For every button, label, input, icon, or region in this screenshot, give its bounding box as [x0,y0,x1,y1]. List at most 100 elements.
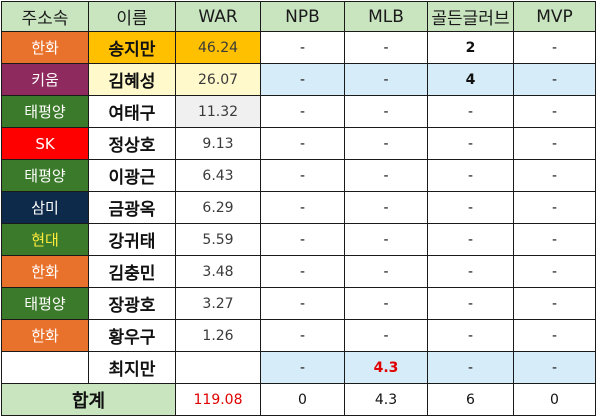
header-war: WAR [175,1,261,32]
war-cell: 5.59 [175,223,261,256]
war-cell: 1.26 [175,319,261,352]
war-cell: 11.32 [175,95,261,128]
mvp-cell: - [513,95,596,128]
npb-cell: - [260,95,345,128]
table-row: SK 정상호 9.13- - - - [1,127,596,160]
npb-cell: - [260,287,345,320]
header-npb: NPB [260,1,345,32]
golden-glove-cell: - [427,319,514,352]
total-mvp-cell: 0 [513,383,596,416]
war-cell: 9.13 [175,127,261,160]
table-row: 태평양 장광호 3.27- - - - [1,287,596,320]
team-cell: 태평양 [1,159,89,192]
player-name-cell: 이광근 [88,159,176,192]
npb-cell: - [260,191,345,224]
npb-cell: - [260,159,345,192]
player-name-cell: 금광옥 [88,191,176,224]
player-name-cell: 장광호 [88,287,176,320]
golden-glove-cell: 2 [427,31,514,64]
golden-glove-cell: - [427,95,514,128]
mlb-cell: - [344,223,428,256]
mvp-cell: - [513,127,596,160]
war-cell [175,351,261,384]
golden-glove-cell: - [427,223,514,256]
war-cell: 3.48 [175,255,261,288]
player-name-cell: 송지만 [88,31,176,64]
mlb-cell: - [344,255,428,288]
table-row: 한화 황우구 1.26- - - - [1,319,596,352]
player-name-cell: 황우구 [88,319,176,352]
table-row: 태평양 이광근 6.43- - - - [1,159,596,192]
player-name-cell: 정상호 [88,127,176,160]
table-row: 한화 송지만 46.24- -2- [1,31,596,64]
total-label: 합계 [1,383,176,416]
total-row: 합계 119.08 0 4.3 6 0 [1,383,596,416]
total-golden-glove-cell: 6 [427,383,514,416]
npb-cell: - [260,255,345,288]
mvp-cell: - [513,255,596,288]
player-name-cell: 김혜성 [88,63,176,96]
mlb-cell: - [344,159,428,192]
mvp-cell: - [513,319,596,352]
total-npb-cell: 0 [260,383,345,416]
war-cell: 6.43 [175,159,261,192]
table-row: 현대 강귀태 5.59- - - - [1,223,596,256]
mlb-cell: - [344,319,428,352]
header-golden-glove: 골든글러브 [427,1,514,32]
header-mvp: MVP [513,1,596,32]
npb-cell: - [260,223,345,256]
team-cell: 태평양 [1,95,89,128]
mlb-cell: - [344,95,428,128]
golden-glove-cell: - [427,127,514,160]
team-cell [1,351,89,384]
team-cell: 한화 [1,319,89,352]
npb-cell: - [260,351,345,384]
player-name-cell: 강귀태 [88,223,176,256]
mlb-cell: - [344,191,428,224]
war-cell: 3.27 [175,287,261,320]
total-war-cell: 119.08 [175,383,261,416]
player-name-cell: 최지만 [88,351,176,384]
header-name: 이름 [88,1,176,32]
table-row: 한화 김충민 3.48- - - - [1,255,596,288]
npb-cell: - [260,63,345,96]
mvp-cell: - [513,351,596,384]
npb-cell: - [260,31,345,64]
golden-glove-cell: - [427,191,514,224]
player-name-cell: 여태구 [88,95,176,128]
mvp-cell: - [513,287,596,320]
header-team: 주소속 [1,1,89,32]
team-cell: 한화 [1,255,89,288]
npb-cell: - [260,319,345,352]
team-cell: SK [1,127,89,160]
mvp-cell: - [513,191,596,224]
mlb-cell: - [344,127,428,160]
mlb-cell: 4.3 [344,351,428,384]
npb-cell: - [260,127,345,160]
header-mlb: MLB [344,1,428,32]
war-cell: 6.29 [175,191,261,224]
team-cell: 태평양 [1,287,89,320]
mvp-cell: - [513,63,596,96]
golden-glove-cell: - [427,287,514,320]
golden-glove-cell: - [427,159,514,192]
team-cell: 키움 [1,63,89,96]
table-row: 삼미 금광옥 6.29- - - - [1,191,596,224]
war-cell: 46.24 [175,31,261,64]
team-cell: 현대 [1,223,89,256]
mlb-cell: - [344,63,428,96]
golden-glove-cell: 4 [427,63,514,96]
golden-glove-cell: - [427,255,514,288]
war-cell: 26.07 [175,63,261,96]
table-row: 최지만 -4.3- - [1,351,596,384]
mvp-cell: - [513,223,596,256]
player-name-cell: 김충민 [88,255,176,288]
mvp-cell: - [513,159,596,192]
table-row: 태평양 여태구 11.32- - - - [1,95,596,128]
mlb-cell: - [344,31,428,64]
total-mlb-cell: 4.3 [344,383,428,416]
header-row: 주소속 이름 WAR NPB MLB 골든글러브 MVP [1,1,596,32]
team-cell: 한화 [1,31,89,64]
